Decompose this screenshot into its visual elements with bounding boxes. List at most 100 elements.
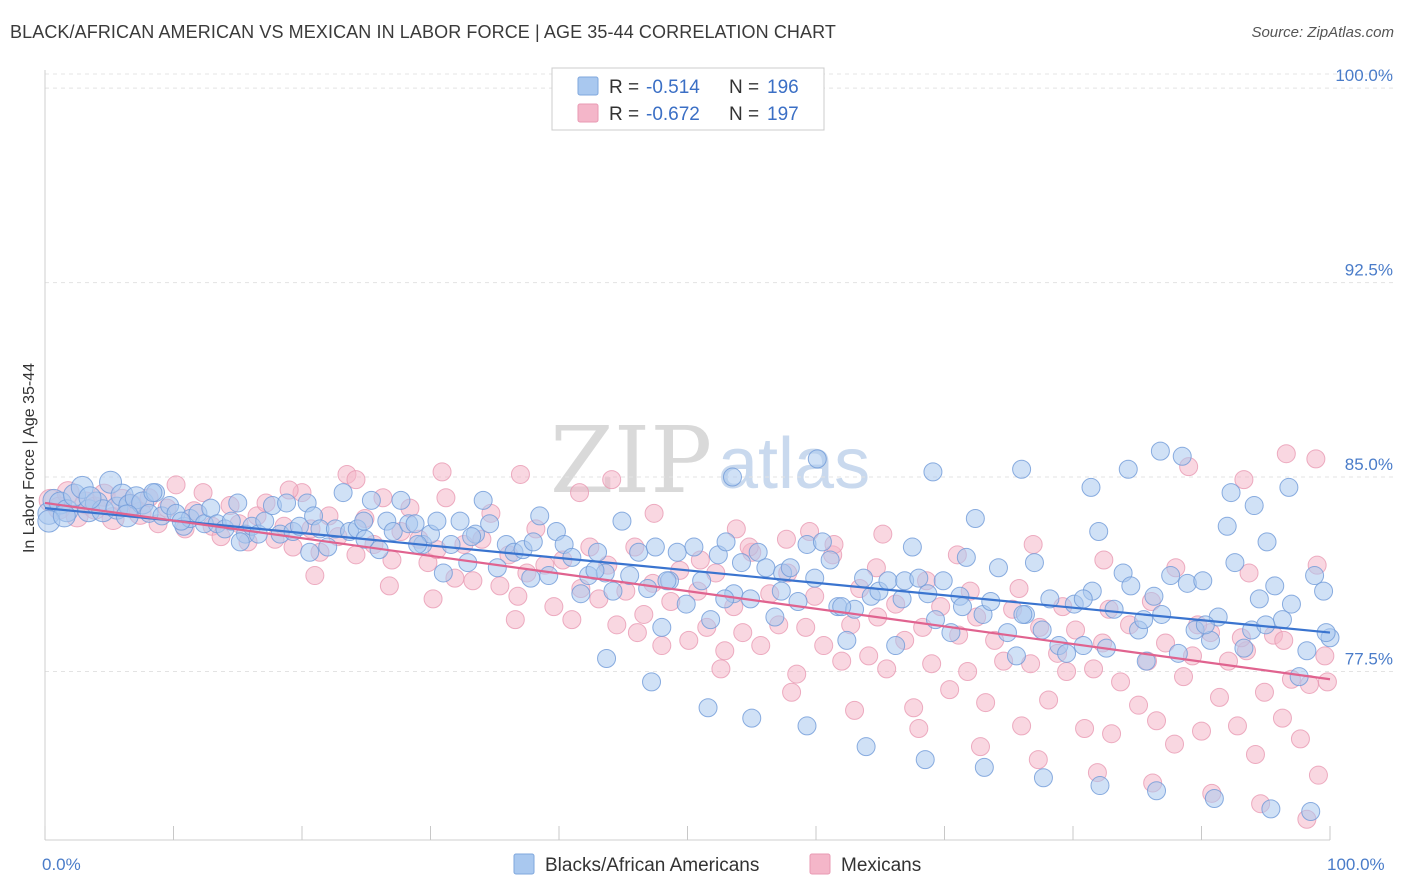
blacks-point	[462, 527, 482, 547]
mexicans-point	[1066, 620, 1086, 640]
legend-r-label: R =	[609, 77, 639, 98]
mexicans-point	[1317, 672, 1337, 692]
blacks-point	[988, 558, 1008, 578]
mexicans-point	[490, 576, 510, 596]
blacks-point	[642, 672, 662, 692]
mexicans-point	[776, 529, 796, 549]
blacks-point	[78, 486, 102, 510]
blacks-point	[620, 566, 640, 586]
blacks-point	[1204, 789, 1224, 809]
mexicans-point	[1057, 661, 1077, 681]
blacks-point	[878, 571, 898, 591]
mexicans-point	[1111, 672, 1131, 692]
mexicans-point	[859, 646, 879, 666]
blacks-point	[1305, 566, 1325, 586]
blacks-point	[923, 462, 943, 482]
blacks-point	[771, 581, 791, 601]
blacks-point	[354, 511, 374, 531]
blacks-point	[473, 490, 493, 510]
blacks-point	[956, 547, 976, 567]
blacks-point	[433, 563, 453, 583]
blacks-point	[450, 511, 470, 531]
blacks-point	[1006, 646, 1026, 666]
blacks-point	[405, 514, 425, 534]
blacks-point	[886, 636, 906, 656]
blacks-point	[562, 547, 582, 567]
mexicans-point	[711, 659, 731, 679]
blacks-point	[667, 542, 687, 562]
blacks-point	[1281, 594, 1301, 614]
mexicans-point	[436, 488, 456, 508]
blacks-point	[612, 511, 632, 531]
mexicans-point	[1315, 646, 1335, 666]
mexicans-point	[733, 623, 753, 643]
blacks-point	[698, 698, 718, 718]
blacks-point	[1265, 576, 1285, 596]
legend-swatch-pink	[577, 103, 599, 123]
mexicans-point	[166, 475, 186, 495]
mexicans-point	[1276, 444, 1296, 464]
blacks-point	[856, 737, 876, 757]
chart-title: BLACK/AFRICAN AMERICAN VS MEXICAN IN LAB…	[10, 22, 836, 42]
blacks-point	[277, 493, 297, 513]
mexicans-point	[1290, 729, 1310, 749]
mexicans-point	[909, 719, 929, 739]
blacks-point	[1225, 553, 1245, 573]
mexicans-point	[866, 558, 886, 578]
y-tick-label: 85.0%	[1345, 455, 1393, 474]
blacks-point	[1013, 604, 1033, 624]
mexicans-point	[970, 737, 990, 757]
blacks-point	[820, 550, 840, 570]
blacks-point	[230, 532, 250, 552]
mexicans-point	[1147, 711, 1167, 731]
legend-r-value: -0.514	[646, 77, 700, 98]
blacks-point	[1073, 589, 1093, 609]
blacks-point	[657, 571, 677, 591]
blacks-point	[965, 509, 985, 529]
mexicans-point	[814, 636, 834, 656]
mexicans-point	[1174, 667, 1194, 687]
blacks-point	[756, 558, 776, 578]
blacks-point	[765, 607, 785, 627]
blacks-point	[805, 568, 825, 588]
blacks-point	[523, 532, 543, 552]
bottom-legend-label-blacks: Blacks/African Americans	[545, 855, 759, 876]
blacks-point	[748, 542, 768, 562]
mexicans-point	[644, 503, 664, 523]
mexicans-point	[418, 553, 438, 573]
blacks-point	[1195, 615, 1215, 635]
mexicans-point	[922, 654, 942, 674]
blacks-point	[812, 532, 832, 552]
mexicans-point	[751, 636, 771, 656]
blacks-point	[1261, 799, 1281, 819]
blacks-point	[1144, 586, 1164, 606]
mexicans-point	[1254, 682, 1274, 702]
blacks-point	[1217, 516, 1237, 536]
mexicans-point	[602, 470, 622, 490]
mexicans-point	[1129, 695, 1149, 715]
blacks-point	[676, 594, 696, 614]
blacks-point	[427, 511, 447, 531]
mexicans-point	[346, 545, 366, 565]
blacks-point	[571, 584, 591, 604]
mexicans-point	[305, 566, 325, 586]
blacks-point	[1249, 589, 1269, 609]
blacks-point	[652, 617, 672, 637]
mexicans-point	[607, 615, 627, 635]
blacks-point	[715, 589, 735, 609]
blacks-point	[1221, 483, 1241, 503]
y-tick-label: 92.5%	[1345, 261, 1393, 280]
legend-n-value: 196	[767, 77, 799, 98]
mexicans-point	[1075, 719, 1095, 739]
mexicans-point	[544, 597, 564, 617]
blacks-point	[952, 597, 972, 617]
mexicans-point	[1023, 534, 1043, 554]
mexicans-point	[1039, 690, 1059, 710]
mexicans-point	[679, 630, 699, 650]
mexicans-point	[841, 615, 861, 635]
blacks-point	[588, 542, 608, 562]
mexicans-point	[1245, 744, 1265, 764]
mexicans-point	[904, 698, 924, 718]
blacks-point	[487, 558, 507, 578]
blacks-point	[480, 514, 500, 534]
